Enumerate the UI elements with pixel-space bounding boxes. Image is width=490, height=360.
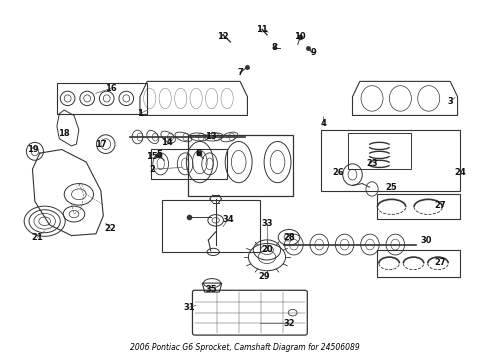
Text: 34: 34 bbox=[222, 215, 234, 224]
Text: 1: 1 bbox=[137, 109, 143, 118]
Text: 29: 29 bbox=[259, 272, 270, 281]
Text: 16: 16 bbox=[105, 84, 117, 93]
Bar bbox=[151, 149, 227, 179]
Text: 33: 33 bbox=[261, 219, 273, 228]
Text: 27: 27 bbox=[435, 201, 446, 210]
Text: 22: 22 bbox=[105, 224, 117, 233]
Text: 21: 21 bbox=[31, 233, 43, 242]
Text: 8: 8 bbox=[271, 43, 277, 52]
Text: 20: 20 bbox=[261, 246, 273, 255]
Text: 30: 30 bbox=[420, 237, 432, 246]
Text: 15: 15 bbox=[147, 152, 158, 161]
Bar bbox=[162, 200, 260, 252]
Text: 11: 11 bbox=[256, 25, 268, 34]
Text: 32: 32 bbox=[283, 319, 295, 328]
Text: 13: 13 bbox=[205, 132, 217, 141]
Text: 35: 35 bbox=[205, 285, 217, 294]
Bar bbox=[377, 194, 460, 220]
Text: 26: 26 bbox=[332, 168, 343, 177]
Text: 17: 17 bbox=[95, 140, 107, 149]
Text: 6: 6 bbox=[196, 149, 201, 158]
Bar bbox=[377, 250, 460, 277]
Text: 12: 12 bbox=[217, 32, 229, 41]
Text: 5: 5 bbox=[157, 150, 162, 159]
Bar bbox=[188, 135, 293, 196]
Bar bbox=[57, 83, 147, 114]
Text: 28: 28 bbox=[283, 233, 295, 242]
Text: 18: 18 bbox=[58, 129, 70, 138]
Text: 3: 3 bbox=[447, 96, 453, 105]
Text: 10: 10 bbox=[294, 32, 306, 41]
Text: 14: 14 bbox=[161, 138, 172, 147]
Text: 27: 27 bbox=[435, 258, 446, 267]
Text: 2: 2 bbox=[149, 165, 155, 174]
Text: 4: 4 bbox=[320, 119, 326, 128]
Text: 19: 19 bbox=[26, 145, 38, 154]
Text: 2006 Pontiac G6 Sprocket, Camshaft Diagram for 24506089: 2006 Pontiac G6 Sprocket, Camshaft Diagr… bbox=[130, 343, 360, 352]
Text: 7: 7 bbox=[237, 68, 243, 77]
Bar bbox=[321, 130, 460, 191]
Bar bbox=[347, 134, 411, 169]
Text: 24: 24 bbox=[454, 168, 466, 177]
Text: 23: 23 bbox=[366, 159, 378, 168]
Text: 9: 9 bbox=[311, 48, 316, 57]
Text: 25: 25 bbox=[386, 183, 397, 192]
Text: 31: 31 bbox=[183, 303, 195, 312]
